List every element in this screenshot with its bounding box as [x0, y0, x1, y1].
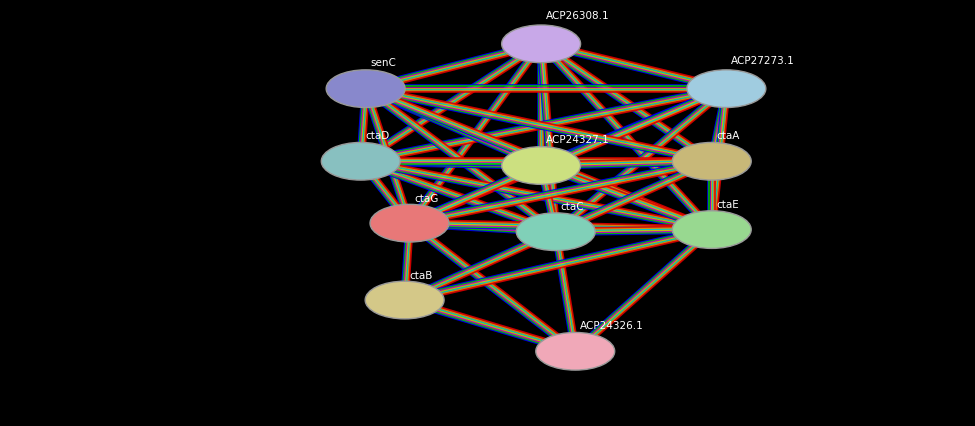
Ellipse shape — [502, 26, 580, 63]
Ellipse shape — [366, 282, 444, 319]
Text: ctaA: ctaA — [717, 131, 740, 141]
Text: ctaE: ctaE — [717, 200, 739, 210]
Text: ACP24326.1: ACP24326.1 — [580, 320, 644, 330]
Ellipse shape — [673, 143, 751, 181]
Text: ACP27273.1: ACP27273.1 — [731, 56, 795, 66]
Text: ctaG: ctaG — [414, 193, 439, 203]
Ellipse shape — [502, 147, 580, 185]
Ellipse shape — [687, 71, 765, 108]
Ellipse shape — [536, 333, 614, 370]
Ellipse shape — [370, 205, 448, 242]
Text: ACP24327.1: ACP24327.1 — [546, 135, 609, 145]
Ellipse shape — [327, 71, 405, 108]
Ellipse shape — [673, 211, 751, 249]
Text: senC: senC — [370, 58, 397, 68]
Text: ctaD: ctaD — [366, 131, 390, 141]
Text: ctaC: ctaC — [561, 202, 584, 212]
Text: ctaB: ctaB — [410, 270, 433, 280]
Text: ACP26308.1: ACP26308.1 — [546, 12, 609, 21]
Ellipse shape — [517, 213, 595, 251]
Ellipse shape — [322, 143, 400, 181]
